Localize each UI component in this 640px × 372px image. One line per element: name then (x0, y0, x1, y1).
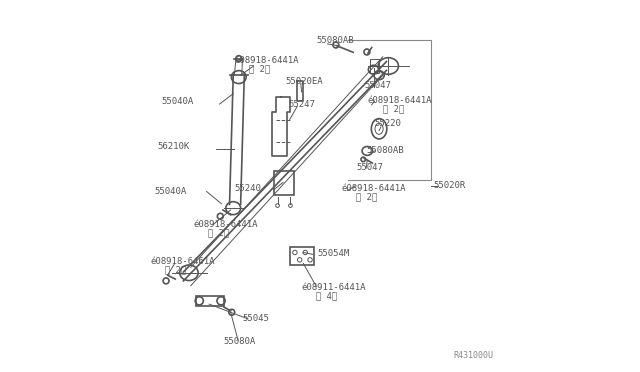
Text: 55240: 55240 (235, 185, 262, 193)
Text: 〈 2〉: 〈 2〉 (345, 193, 378, 202)
Text: 55040A: 55040A (155, 187, 187, 196)
Text: 55247: 55247 (289, 100, 316, 109)
Text: 55080AB: 55080AB (366, 147, 404, 155)
Text: é08918-6441A: é08918-6441A (368, 96, 433, 105)
Text: 55047: 55047 (356, 163, 383, 172)
Text: 55040A: 55040A (161, 97, 194, 106)
Text: é08918-6441A: é08918-6441A (341, 185, 406, 193)
Text: é08918-6461A: é08918-6461A (150, 257, 214, 266)
Text: 〈 2〉: 〈 2〉 (238, 64, 270, 73)
Text: é08918-6441A: é08918-6441A (234, 56, 299, 65)
Text: é08918-6441A: é08918-6441A (194, 220, 258, 229)
Text: 〈 2〉: 〈 2〉 (372, 104, 404, 113)
Text: R431000U: R431000U (454, 350, 493, 359)
Text: 55020EA: 55020EA (285, 77, 323, 86)
Text: 〈 2〉: 〈 2〉 (197, 228, 230, 237)
Text: 55045: 55045 (243, 314, 269, 323)
Text: é08911-6441A: é08911-6441A (301, 283, 366, 292)
Text: 55080A: 55080A (223, 337, 255, 346)
Text: 55054M: 55054M (317, 249, 349, 258)
Text: 55220: 55220 (374, 119, 401, 128)
Text: 56210K: 56210K (158, 142, 190, 151)
Text: 55020R: 55020R (434, 181, 466, 190)
Text: 55080AB: 55080AB (316, 36, 354, 45)
Text: 〈 4〉: 〈 4〉 (305, 291, 337, 300)
Text: 55047: 55047 (364, 81, 391, 90)
Text: 〈 2〉: 〈 2〉 (154, 265, 186, 274)
